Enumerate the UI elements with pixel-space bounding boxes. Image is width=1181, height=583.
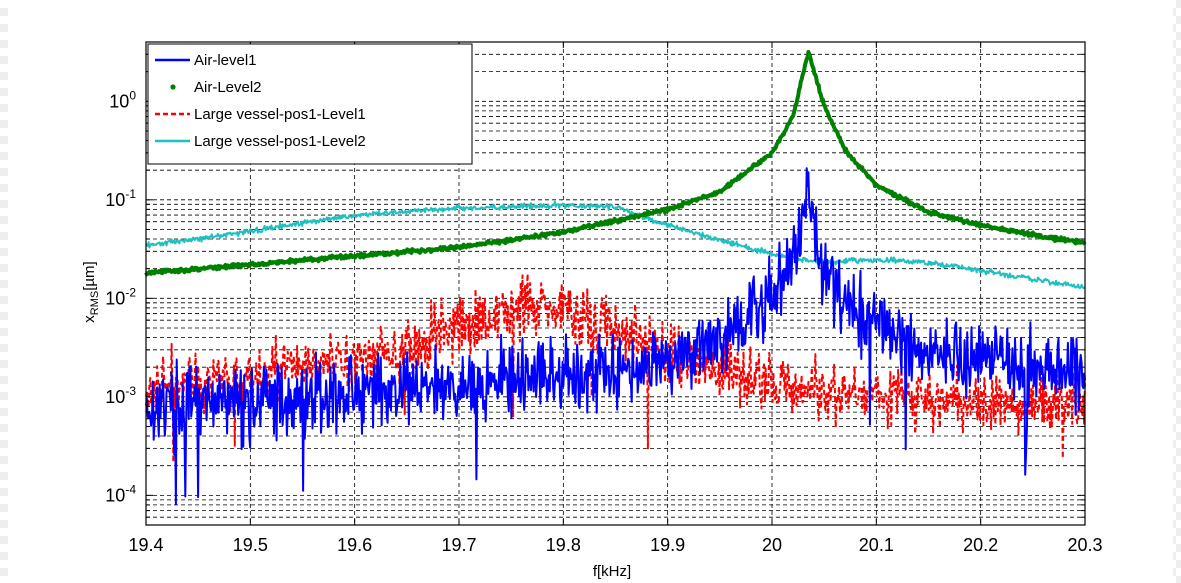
series-layer — [144, 49, 1087, 506]
x-tick-label: 19.6 — [337, 535, 372, 555]
x-tick-labels: 19.4 19.5 19.6 19.7 19.8 19.9 20 20.1 20.2 20.3 — [128, 535, 1102, 555]
y-axis-label-unit: [µm] — [81, 261, 98, 290]
x-tick-label: 19.7 — [441, 535, 476, 555]
ticks — [145, 41, 1086, 526]
legend-label: Large vessel-pos1-Level2 — [194, 133, 366, 150]
y-tick-base: 10 — [105, 288, 125, 308]
legend-entry-2: Air-Level2 — [170, 79, 262, 96]
y-tick-label: 10-4 — [105, 482, 136, 505]
y-tick-exponent: -2 — [125, 285, 136, 299]
x-tick-label: 19.4 — [128, 535, 163, 555]
y-tick-base: 10 — [105, 190, 125, 210]
legend-entry-4: Large vessel-pos1-Level2 — [155, 133, 366, 150]
y-tick-label: 10-2 — [105, 285, 136, 308]
series-line-2 — [144, 49, 1087, 277]
x-tick-label: 20 — [762, 535, 782, 555]
y-tick-base: 10 — [105, 387, 125, 407]
series-line-3 — [145, 272, 1086, 464]
plot-frame — [145, 41, 1086, 526]
y-tick-exponent: -3 — [125, 384, 136, 398]
y-tick-label: 10-1 — [105, 187, 136, 210]
y-tick-exponent: -1 — [125, 187, 136, 201]
legend-label: Large vessel-pos1-Level1 — [194, 106, 366, 123]
y-tick-exponent: 0 — [129, 88, 136, 102]
y-tick-label: 10-3 — [105, 384, 136, 407]
legend-marker — [170, 84, 176, 90]
legend-label: Air-level1 — [194, 52, 257, 69]
x-tick-label: 20.3 — [1067, 535, 1102, 555]
x-axis-label: f[kHz] — [593, 563, 631, 580]
legend-box — [147, 43, 473, 165]
y-axis-label-subscript: RMS — [89, 291, 101, 315]
x-tick-label: 19.9 — [650, 535, 685, 555]
x-tick-label: 20.2 — [963, 535, 998, 555]
x-tick-label: 19.5 — [233, 535, 268, 555]
x-tick-label: 20.1 — [859, 535, 894, 555]
y-tick-label: 100 — [109, 88, 136, 111]
legend-entry-1: Air-level1 — [155, 52, 257, 69]
y-axis-label: xRMS[µm] — [81, 261, 101, 322]
legend: Air-level1 Air-Level2 Large vessel-pos1-Le… — [147, 43, 473, 165]
x-tick-label: 19.8 — [546, 535, 581, 555]
series-line-4 — [145, 200, 1086, 290]
legend-entry-3: Large vessel-pos1-Level1 — [155, 106, 366, 123]
series-line-1 — [145, 167, 1086, 506]
y-tick-base: 10 — [105, 485, 125, 505]
y-tick-exponent: -4 — [125, 482, 136, 496]
y-axis-label-symbol: x — [81, 315, 98, 323]
legend-label: Air-Level2 — [194, 79, 262, 96]
y-tick-base: 10 — [109, 91, 129, 111]
